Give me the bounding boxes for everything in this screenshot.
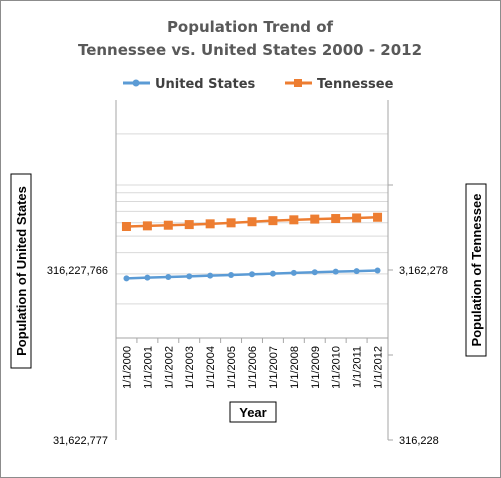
data-point-united-states-0 — [123, 275, 130, 282]
data-point-united-states-12 — [374, 267, 381, 274]
legend: United States Tennessee — [123, 77, 394, 92]
y-axis-left-title: Population of United States — [10, 173, 32, 369]
x-tick-label: 1/1/2009 — [310, 346, 322, 389]
x-tick-label: 1/1/2002 — [163, 346, 175, 389]
data-point-united-states-2 — [165, 274, 172, 281]
x-tick-label: 1/1/2000 — [121, 346, 133, 389]
x-tick-label: 1/1/2010 — [331, 346, 343, 389]
y-axis-left-title-text: Population of United States — [14, 186, 29, 356]
data-point-tennessee-2 — [163, 220, 173, 230]
data-point-tennessee-10 — [331, 214, 341, 224]
y-right-tick-label: 316,228 — [399, 435, 439, 447]
y-axis-right-title-text: Population of Tennessee — [469, 194, 484, 347]
data-point-tennessee-5 — [226, 218, 236, 228]
x-tick-label: 1/1/2001 — [142, 346, 154, 389]
data-point-tennessee-6 — [247, 217, 257, 227]
x-axis-title-text: Year — [239, 405, 266, 420]
x-tick-label: 1/1/2004 — [205, 346, 217, 389]
data-point-tennessee-8 — [289, 215, 299, 225]
y-left-tick-label: 316,227,766 — [47, 265, 108, 277]
chart-title-line-2: Tennessee vs. United States 2000 - 2012 — [78, 41, 422, 59]
data-point-tennessee-12 — [373, 212, 383, 222]
data-point-tennessee-4 — [205, 219, 215, 229]
data-point-united-states-6 — [249, 271, 255, 278]
x-tick-label: 1/1/2007 — [268, 346, 280, 389]
data-point-united-states-4 — [207, 272, 214, 279]
series-group — [121, 212, 383, 282]
data-point-united-states-1 — [144, 274, 151, 281]
category-labels: 1/1/2000 1/1/2001 1/1/2002 1/1/2003 1/1/2004… — [121, 346, 384, 389]
x-tick-label: 1/1/2012 — [373, 346, 385, 389]
x-tick-label: 1/1/2011 — [352, 346, 364, 388]
legend-marker-tennessee — [294, 79, 302, 87]
data-point-tennessee-7 — [268, 216, 278, 226]
y-left-tick-label: 31,622,777 — [53, 435, 108, 447]
data-point-united-states-11 — [353, 268, 360, 275]
x-tick-label: 1/1/2006 — [247, 346, 259, 389]
data-point-united-states-8 — [290, 269, 297, 276]
data-point-united-states-7 — [269, 270, 276, 277]
x-tick-label: 1/1/2008 — [289, 346, 301, 389]
legend-label-united-states: United States — [155, 77, 256, 92]
y-right-tick-label: 3,162,278 — [399, 265, 448, 277]
data-point-united-states-3 — [186, 273, 193, 280]
data-point-united-states-10 — [332, 268, 339, 275]
data-point-tennessee-3 — [184, 220, 194, 230]
data-point-tennessee-9 — [310, 214, 320, 224]
data-point-tennessee-11 — [352, 213, 362, 223]
chart-title-line-1: Population Trend of — [167, 18, 334, 36]
legend-label-tennessee: Tennessee — [317, 77, 394, 92]
x-axis-title: Year — [229, 401, 277, 423]
legend-marker-united-states — [132, 79, 140, 87]
data-point-tennessee-0 — [121, 222, 131, 232]
x-tick-label: 1/1/2005 — [226, 346, 238, 389]
data-point-united-states-5 — [228, 272, 235, 279]
y-axis-right-title: Population of Tennessee — [465, 183, 487, 357]
tick-labels: 31,622,777 316,227,766 316,228 3,162,278 — [47, 265, 448, 447]
data-point-tennessee-1 — [142, 221, 152, 231]
axes — [115, 100, 393, 441]
gridlines — [116, 133, 388, 305]
data-point-united-states-9 — [311, 269, 318, 276]
x-tick-label: 1/1/2003 — [184, 346, 196, 389]
